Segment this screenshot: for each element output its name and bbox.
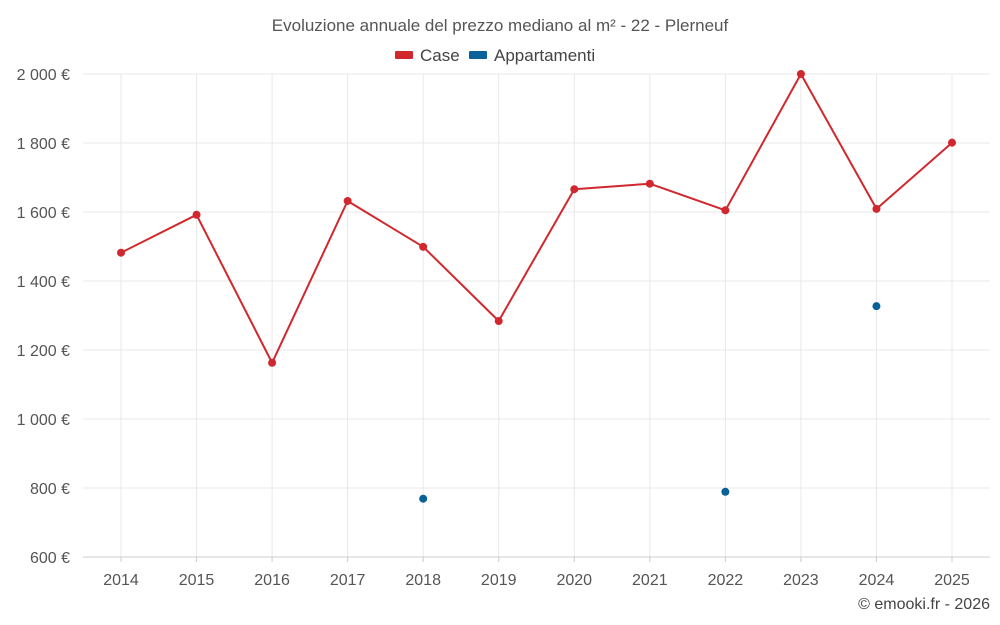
- legend-item-case[interactable]: Case: [395, 46, 460, 65]
- data-point-case[interactable]: [117, 248, 125, 257]
- data-point-appartamenti[interactable]: [419, 494, 428, 503]
- legend-swatch-appartamenti: [469, 51, 487, 59]
- y-tick-label: 1 000 €: [17, 412, 70, 429]
- y-tick-label: 1 800 €: [17, 136, 70, 153]
- x-tick-label: 2016: [254, 572, 290, 589]
- x-tick-label: 2014: [103, 572, 139, 589]
- data-point-case[interactable]: [721, 206, 730, 215]
- data-point-case[interactable]: [872, 204, 881, 213]
- data-point-appartamenti[interactable]: [872, 302, 881, 311]
- data-point-case[interactable]: [796, 70, 805, 78]
- data-point-case[interactable]: [343, 196, 352, 205]
- y-tick-label: 2 000 €: [17, 67, 70, 84]
- legend-label-case: Case: [420, 46, 460, 65]
- x-tick-label: 2025: [934, 572, 970, 589]
- x-tick-label: 2020: [556, 572, 592, 589]
- legend-label-appartamenti: Appartamenti: [494, 46, 595, 65]
- x-tick-label: 2018: [405, 572, 441, 589]
- x-tick-label: 2024: [859, 572, 895, 589]
- axes: 600 € 800 € 1 000 € 1 200 € 1 400 € 1 600 € 1 …: [17, 67, 990, 589]
- y-tick-label: 1 200 €: [17, 343, 70, 360]
- chart-title: Evoluzione annuale del prezzo mediano al…: [272, 16, 729, 35]
- y-tick-label: 1 600 €: [17, 205, 70, 222]
- data-point-appartamenti[interactable]: [721, 487, 730, 496]
- data-point-case[interactable]: [268, 358, 277, 367]
- y-tick-label: 800 €: [30, 481, 70, 498]
- data-point-case[interactable]: [570, 185, 579, 194]
- y-tick-label: 600 €: [30, 550, 70, 567]
- data-point-case[interactable]: [494, 317, 503, 326]
- legend-item-appartamenti[interactable]: Appartamenti: [469, 46, 595, 65]
- data-point-case[interactable]: [948, 138, 956, 147]
- x-tick-label: 2021: [632, 572, 668, 589]
- x-tick-label: 2017: [330, 572, 366, 589]
- legend-swatch-case: [395, 51, 413, 59]
- data-point-case[interactable]: [645, 179, 654, 188]
- legend: Case Appartamenti: [395, 46, 595, 65]
- x-tick-label: 2019: [481, 572, 517, 589]
- data-point-case[interactable]: [419, 242, 428, 251]
- x-tick-label: 2023: [783, 572, 819, 589]
- series: [117, 70, 956, 503]
- credit-text: © emooki.fr - 2026: [858, 596, 990, 613]
- x-tick-label: 2015: [179, 572, 215, 589]
- grid: [83, 73, 990, 557]
- x-tick-label: 2022: [708, 572, 744, 589]
- data-point-case[interactable]: [192, 210, 201, 219]
- y-tick-label: 1 400 €: [17, 274, 70, 291]
- series-line-case: [120, 73, 953, 364]
